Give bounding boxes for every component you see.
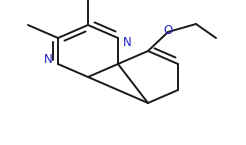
Text: N: N <box>44 53 53 66</box>
Text: N: N <box>123 36 132 49</box>
Text: O: O <box>163 25 173 38</box>
